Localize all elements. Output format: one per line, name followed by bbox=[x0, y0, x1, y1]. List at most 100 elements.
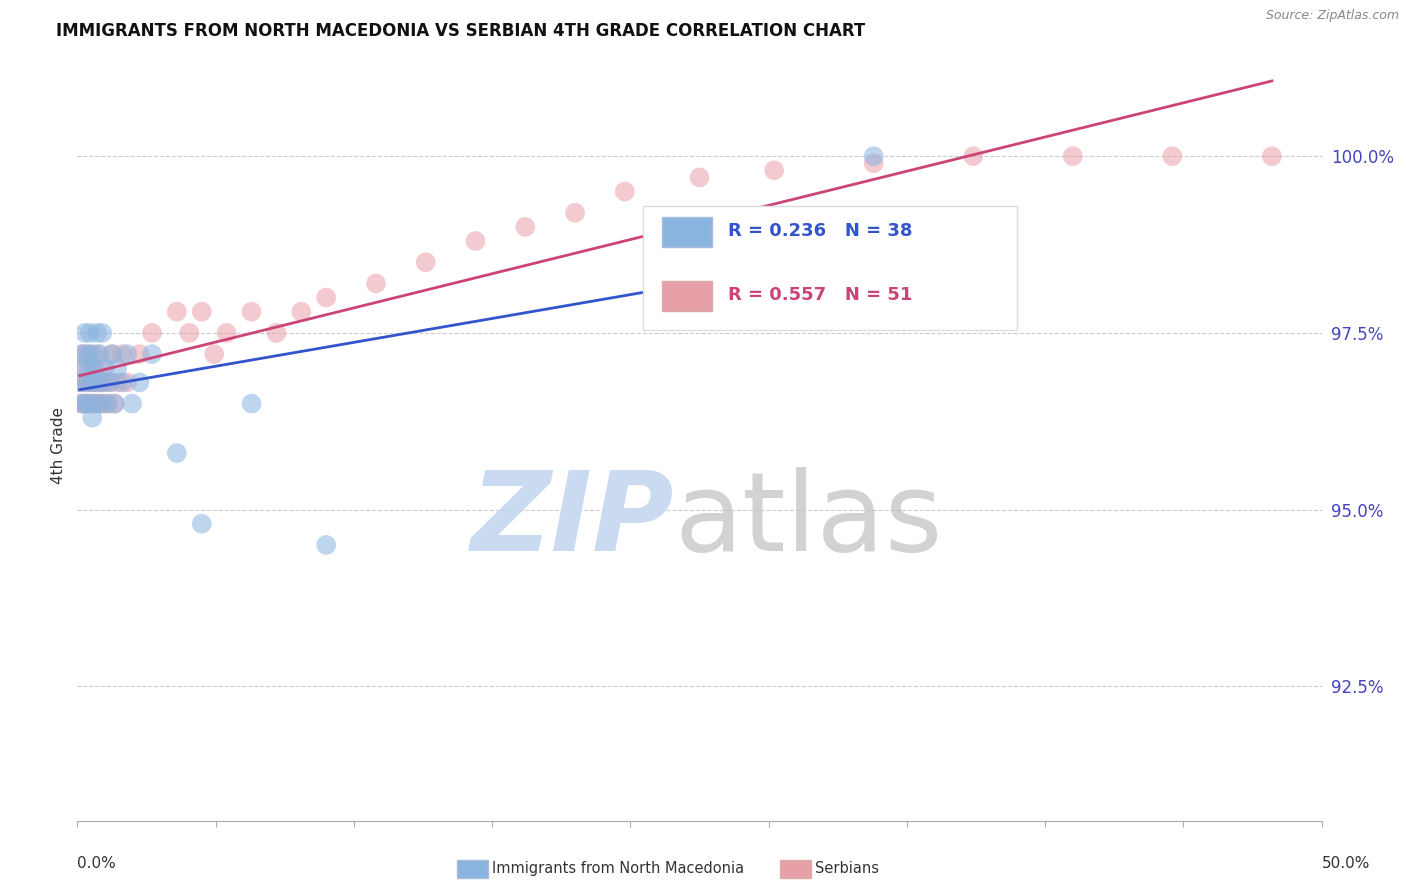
Point bbox=[464, 234, 486, 248]
Text: atlas: atlas bbox=[675, 467, 943, 574]
Point bbox=[91, 376, 114, 390]
Point bbox=[82, 410, 104, 425]
Text: ZIP: ZIP bbox=[471, 467, 675, 574]
Point bbox=[115, 376, 138, 390]
Point bbox=[83, 361, 105, 376]
Point bbox=[315, 291, 337, 305]
Text: 0.0%: 0.0% bbox=[77, 856, 117, 871]
Point bbox=[91, 376, 114, 390]
Text: IMMIGRANTS FROM NORTH MACEDONIA VS SERBIAN 4TH GRADE CORRELATION CHART: IMMIGRANTS FROM NORTH MACEDONIA VS SERBI… bbox=[56, 22, 866, 40]
Point bbox=[111, 347, 134, 361]
Point bbox=[115, 347, 138, 361]
Point bbox=[141, 326, 163, 340]
Point bbox=[72, 347, 94, 361]
Point bbox=[290, 304, 312, 318]
Point bbox=[72, 347, 94, 361]
Point bbox=[101, 347, 124, 361]
Point bbox=[128, 347, 150, 361]
Point bbox=[72, 396, 94, 410]
Point bbox=[89, 361, 111, 376]
Point bbox=[76, 396, 98, 410]
Point bbox=[69, 396, 91, 410]
Point bbox=[86, 326, 108, 340]
Point bbox=[128, 376, 150, 390]
Point bbox=[91, 396, 114, 410]
Point bbox=[862, 156, 884, 170]
Point bbox=[72, 376, 94, 390]
Point bbox=[76, 376, 98, 390]
Text: Immigrants from North Macedonia: Immigrants from North Macedonia bbox=[492, 862, 744, 876]
Bar bbox=[662, 218, 711, 247]
Point bbox=[98, 376, 121, 390]
Point bbox=[240, 396, 263, 410]
Point bbox=[89, 347, 111, 361]
Point bbox=[73, 361, 96, 376]
Point bbox=[364, 277, 387, 291]
Point bbox=[96, 396, 118, 410]
Point bbox=[82, 361, 104, 376]
Point bbox=[83, 396, 105, 410]
Point bbox=[166, 304, 188, 318]
Point bbox=[862, 149, 884, 163]
Point bbox=[79, 376, 101, 390]
Point bbox=[962, 149, 984, 163]
Point bbox=[1062, 149, 1084, 163]
Point bbox=[82, 347, 104, 361]
Point bbox=[1261, 149, 1284, 163]
Point bbox=[104, 396, 127, 410]
Point bbox=[86, 376, 108, 390]
Point bbox=[83, 376, 105, 390]
Point bbox=[105, 361, 128, 376]
Point bbox=[82, 396, 104, 410]
Point bbox=[73, 326, 96, 340]
Point bbox=[121, 396, 143, 410]
Point bbox=[111, 376, 134, 390]
Point bbox=[202, 347, 225, 361]
Point bbox=[76, 376, 98, 390]
Point bbox=[191, 516, 214, 531]
Point bbox=[69, 376, 91, 390]
Point bbox=[82, 376, 104, 390]
Text: R = 0.236   N = 38: R = 0.236 N = 38 bbox=[728, 222, 912, 240]
Point bbox=[93, 376, 115, 390]
Point bbox=[613, 185, 636, 199]
Point bbox=[79, 361, 101, 376]
Point bbox=[564, 205, 586, 219]
Y-axis label: 4th Grade: 4th Grade bbox=[51, 408, 66, 484]
Point bbox=[763, 163, 786, 178]
Point bbox=[73, 396, 96, 410]
Point bbox=[83, 396, 105, 410]
Point bbox=[79, 347, 101, 361]
Point bbox=[266, 326, 288, 340]
Point bbox=[215, 326, 238, 340]
Point bbox=[104, 396, 127, 410]
Point bbox=[91, 326, 114, 340]
Point bbox=[415, 255, 437, 269]
Point bbox=[240, 304, 263, 318]
Point bbox=[93, 361, 115, 376]
Bar bbox=[662, 281, 711, 311]
Text: Serbians: Serbians bbox=[815, 862, 880, 876]
Text: Source: ZipAtlas.com: Source: ZipAtlas.com bbox=[1265, 9, 1399, 22]
Point bbox=[73, 396, 96, 410]
Point bbox=[73, 361, 96, 376]
Point bbox=[89, 396, 111, 410]
Point bbox=[76, 347, 98, 361]
Point bbox=[179, 326, 201, 340]
Point bbox=[101, 347, 124, 361]
Point bbox=[141, 347, 163, 361]
Point bbox=[1161, 149, 1184, 163]
Point bbox=[86, 347, 108, 361]
Point bbox=[98, 376, 121, 390]
Point bbox=[315, 538, 337, 552]
Point bbox=[89, 396, 111, 410]
Point bbox=[166, 446, 188, 460]
Point bbox=[515, 219, 537, 234]
Text: 50.0%: 50.0% bbox=[1322, 856, 1369, 871]
Point bbox=[96, 396, 118, 410]
Point bbox=[689, 170, 711, 185]
Point bbox=[86, 376, 108, 390]
Point bbox=[105, 376, 128, 390]
Point bbox=[79, 326, 101, 340]
Point bbox=[79, 396, 101, 410]
